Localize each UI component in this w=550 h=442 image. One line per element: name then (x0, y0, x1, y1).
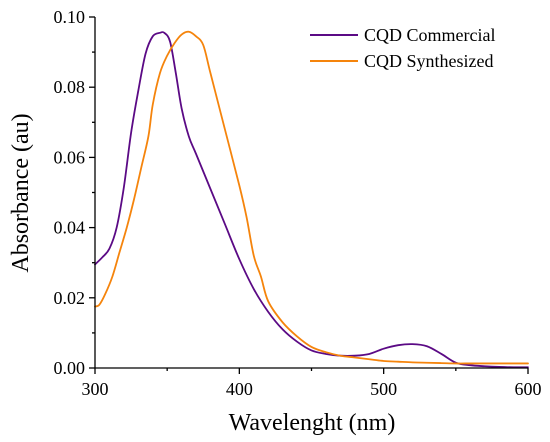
x-tick-label-600: 600 (515, 379, 542, 399)
y-tick-label-0.02: 0.02 (54, 288, 86, 308)
x-tick-label-400: 400 (226, 379, 253, 399)
x-tick-label-300: 300 (82, 379, 109, 399)
ticks: 300 400 500 600 0.00 0.02 0.04 0.06 0.08 0.10 (54, 7, 542, 399)
y-tick-label-0.08: 0.08 (54, 77, 86, 97)
y-tick-label-0.06: 0.06 (54, 147, 86, 167)
legend-label-commercial: CQD Commercial (364, 25, 495, 45)
y-tick-label-0.00: 0.00 (54, 358, 86, 378)
series-line-cqd-commercial (94, 31, 529, 369)
y-axis-title: Absorbance (au) (8, 113, 34, 272)
plot-lines (94, 30, 529, 369)
y-tick-label-0.04: 0.04 (54, 218, 86, 238)
x-tick-label-500: 500 (370, 379, 397, 399)
legend: CQD Commercial CQD Synthesized (310, 25, 495, 71)
x-axis-title: Wavelenght (nm) (229, 410, 396, 436)
series-line-cqd-synthesized (94, 30, 529, 365)
legend-label-synthesized: CQD Synthesized (364, 51, 494, 71)
y-tick-label-0.10: 0.10 (54, 7, 86, 27)
